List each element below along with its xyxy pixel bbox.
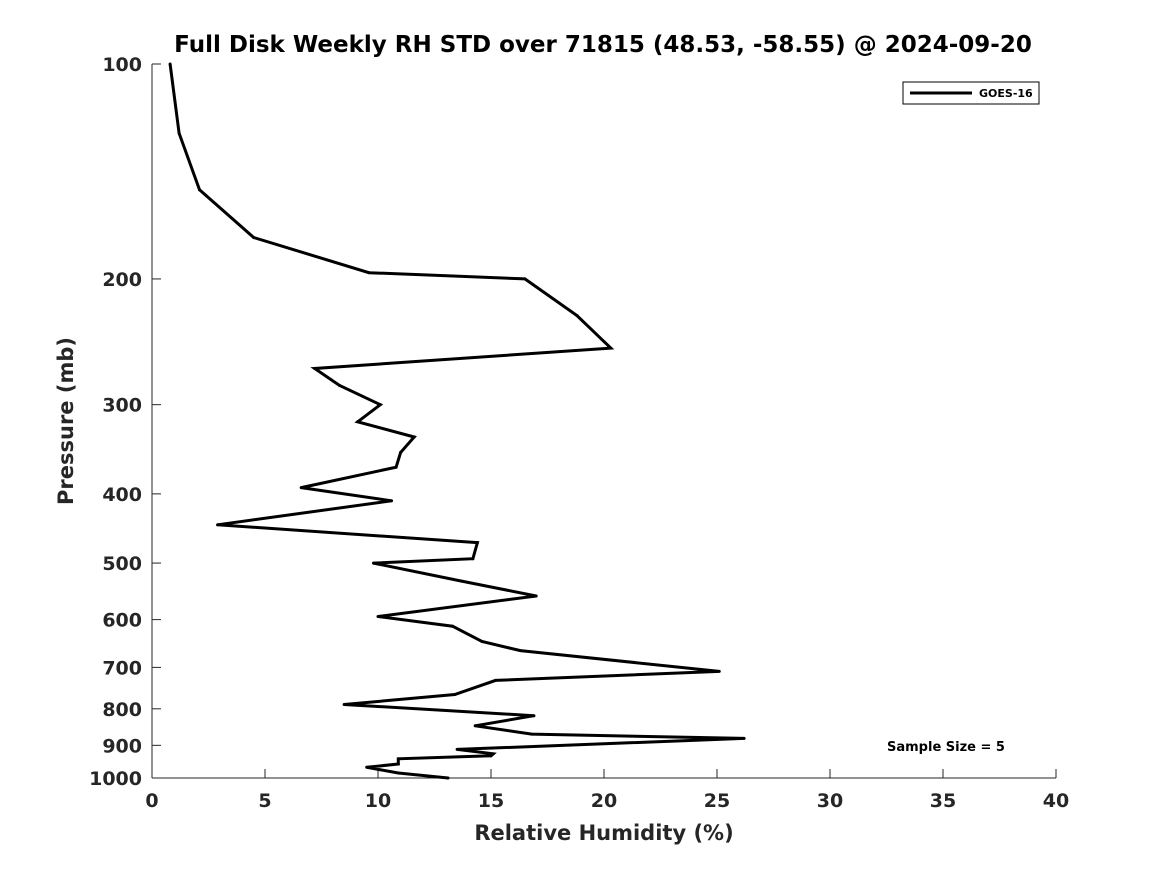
series-point [446, 776, 450, 780]
series-point [480, 640, 484, 644]
series-point [494, 678, 498, 682]
series-point [453, 693, 457, 697]
series-point [390, 499, 394, 503]
x-tick-label: 0 [145, 790, 158, 812]
series-point [717, 669, 721, 673]
x-tick-label: 30 [817, 790, 843, 812]
series-point [338, 383, 342, 387]
series-point [609, 346, 613, 350]
x-tick-label: 40 [1043, 790, 1069, 812]
x-tick-label: 15 [478, 790, 504, 812]
y-tick-label: 200 [102, 269, 142, 291]
x-tick-label: 10 [365, 790, 391, 812]
series-point [177, 131, 181, 135]
y-tick-label: 100 [102, 54, 142, 76]
series-point [396, 762, 400, 766]
legend-entry-goes-16: GOES-16 [979, 87, 1033, 100]
series-point [575, 313, 579, 317]
x-tick-label: 35 [930, 790, 956, 812]
series-point [396, 771, 400, 775]
series-point [313, 367, 317, 371]
y-axis-ticks: 100 200 300 400 500 600 700 800 900 1000 [89, 54, 161, 790]
y-tick-label: 400 [102, 484, 142, 506]
y-tick-label: 900 [102, 735, 142, 757]
series-point [252, 236, 256, 240]
series-point [216, 523, 220, 527]
series-point [532, 714, 536, 718]
y-tick-label: 700 [102, 657, 142, 679]
series-point [473, 724, 477, 728]
series-point [371, 561, 375, 565]
series-point [197, 188, 201, 192]
series-point [523, 277, 527, 281]
chart-title: Full Disk Weekly RH STD over 71815 (48.5… [174, 32, 1032, 58]
y-tick-label: 800 [102, 699, 142, 721]
y-tick-label: 600 [102, 610, 142, 632]
goes-16-series-points [168, 62, 746, 780]
y-tick-label: 500 [102, 553, 142, 575]
series-point [491, 752, 495, 756]
series-point [299, 486, 303, 490]
series-point [376, 614, 380, 618]
series-point [534, 594, 538, 598]
legend: GOES-16 [902, 81, 1040, 105]
series-point [367, 271, 371, 275]
series-point [396, 757, 400, 761]
x-tick-label: 5 [258, 790, 271, 812]
series-point [475, 541, 479, 545]
series-point [460, 579, 464, 583]
series-point [742, 736, 746, 740]
series-point [378, 403, 382, 407]
series-point [471, 557, 475, 561]
goes-16-series-line [168, 63, 745, 780]
x-axis-ticks: 0 5 10 15 20 25 30 35 40 [145, 769, 1069, 812]
y-axis-label: Pressure (mb) [54, 337, 78, 505]
series-point [342, 703, 346, 707]
series-point [168, 62, 172, 66]
series-point [365, 765, 369, 769]
series-point [356, 420, 360, 424]
x-axis-label: Relative Humidity (%) [474, 821, 733, 845]
series-point [412, 435, 416, 439]
series-point [489, 754, 493, 758]
y-tick-label: 1000 [89, 768, 142, 790]
series-point [451, 624, 455, 628]
x-tick-label: 20 [591, 790, 617, 812]
series-point [455, 747, 459, 751]
series-point [394, 465, 398, 469]
y-tick-label: 300 [102, 395, 142, 417]
series-point [530, 732, 534, 736]
series-point [518, 649, 522, 653]
series-point [399, 450, 403, 454]
sample-size-annotation: Sample Size = 5 [887, 740, 1005, 755]
x-tick-label: 25 [704, 790, 730, 812]
